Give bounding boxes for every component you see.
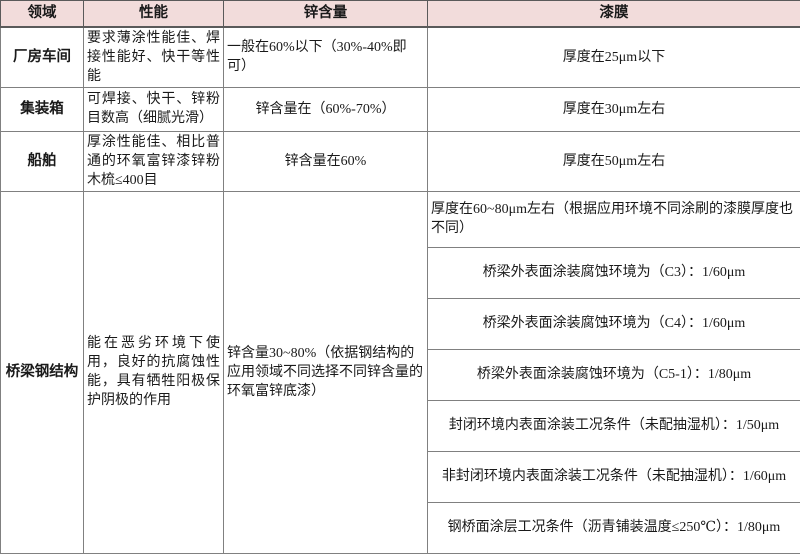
paint-film-cell: 厚度在25μm以下 [427, 26, 800, 88]
paint-film-cell: 厚度在60~80μm左右（根据应用环境不同涂刷的漆膜厚度也不同） [427, 190, 800, 248]
zinc-content-cell: 锌含量30~80%（依据钢结构的应用领域不同选择不同锌含量的环氧富锌底漆） [223, 190, 428, 554]
paint-film-cell: 厚度在30μm左右 [427, 86, 800, 132]
domain-cell: 船舶 [0, 130, 84, 192]
paint-film-cell: 桥梁外表面涂装腐蚀环境为（C5-1）：1/80μm [427, 348, 800, 401]
column-header-performance: 性能 [83, 0, 224, 28]
performance-cell: 厚涂性能佳、相比普通的环氧富锌漆锌粉木梳≤400目 [83, 130, 224, 192]
performance-cell: 能在恶劣环境下使用，良好的抗腐蚀性能，具有牺牲阳极保护阴极的作用 [83, 190, 224, 554]
table-subrow-film-enclosed: 封闭环境内表面涂装工况条件（未配抽湿机）：1/50μm [1, 399, 800, 452]
domain-cell: 厂房车间 [0, 26, 84, 88]
paint-film-cell: 非封闭环境内表面涂装工况条件（未配抽湿机）：1/60μm [427, 450, 800, 503]
header-row: 领域 性能 锌含量 漆膜 [0, 0, 800, 28]
table-row-bridge-steel: 桥梁钢结构 能在恶劣环境下使用，良好的抗腐蚀性能，具有牺牲阳极保护阴极的作用 锌… [0, 190, 800, 554]
column-header-domain: 领域 [0, 0, 84, 28]
zinc-content-cell: 一般在60%以下（30%-40%即可） [223, 26, 428, 88]
paint-film-cell: 桥梁外表面涂装腐蚀环境为（C4）：1/60μm [427, 297, 800, 350]
table-row-ship: 船舶 厚涂性能佳、相比普通的环氧富锌漆锌粉木梳≤400目 锌含量在60% 厚度在… [0, 130, 800, 192]
paint-film-cell: 封闭环境内表面涂装工况条件（未配抽湿机）：1/50μm [427, 399, 800, 452]
zinc-content-cell: 锌含量在（60%-70%） [223, 86, 428, 132]
table-row-container: 集装箱 可焊接、快干、锌粉目数高（细腻光滑） 锌含量在（60%-70%） 厚度在… [0, 86, 800, 132]
performance-cell: 可焊接、快干、锌粉目数高（细腻光滑） [83, 86, 224, 132]
paint-film-cell: 厚度在50μm左右 [427, 130, 800, 192]
table-subrow-film-c3: 桥梁外表面涂装腐蚀环境为（C3）：1/60μm [1, 246, 800, 299]
column-header-paint-film: 漆膜 [427, 0, 800, 28]
paint-film-cell: 钢桥面涂层工况条件（沥青铺装温度≤250℃）：1/80μm [427, 501, 800, 554]
paint-film-cell: 桥梁外表面涂装腐蚀环境为（C3）：1/60μm [427, 246, 800, 299]
zinc-content-cell: 锌含量在60% [223, 130, 428, 192]
table-subrow-film-c4: 桥梁外表面涂装腐蚀环境为（C4）：1/60μm [1, 297, 800, 350]
performance-cell: 要求薄涂性能佳、焊接性能好、快干等性能 [83, 26, 224, 88]
domain-cell: 集装箱 [0, 86, 84, 132]
domain-cell: 桥梁钢结构 [0, 190, 84, 554]
column-header-zinc-content: 锌含量 [223, 0, 428, 28]
table-subrow-film-non-enclosed: 非封闭环境内表面涂装工况条件（未配抽湿机）：1/60μm [1, 450, 800, 503]
table-row-factory: 厂房车间 要求薄涂性能佳、焊接性能好、快干等性能 一般在60%以下（30%-40… [0, 26, 800, 88]
table-subrow-film-steel-deck: 钢桥面涂层工况条件（沥青铺装温度≤250℃）：1/80μm [1, 501, 800, 554]
